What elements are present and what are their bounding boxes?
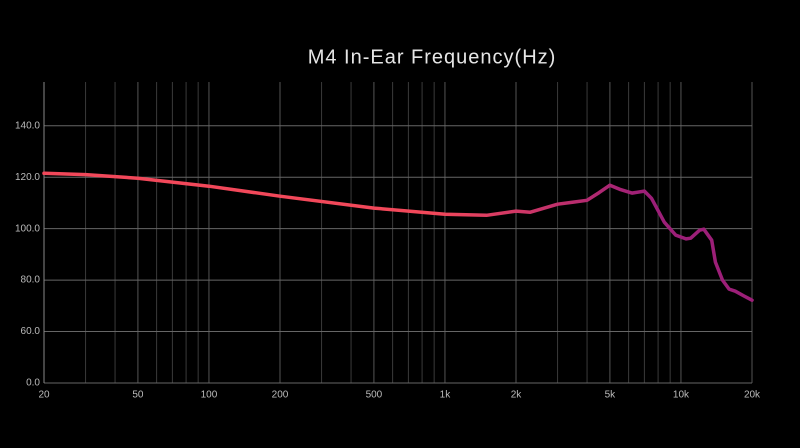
y-tick-label: 100.0 — [15, 223, 40, 234]
x-tick-label: 20 — [38, 390, 50, 401]
chart-title: M4 In-Ear Frequency(Hz) — [308, 46, 557, 68]
x-tick-label: 50 — [132, 390, 144, 401]
y-tick-label: 80.0 — [21, 275, 41, 286]
y-tick-label: 60.0 — [21, 326, 41, 337]
y-tick-label: 0.0 — [26, 378, 40, 389]
x-tick-label: 20k — [744, 390, 761, 401]
x-tick-label: 1k — [440, 390, 452, 401]
y-tick-label: 140.0 — [15, 120, 40, 131]
x-tick-label: 100 — [201, 390, 218, 401]
y-tick-label: 120.0 — [15, 172, 40, 183]
response-curve — [42, 171, 754, 302]
x-tick-label: 200 — [272, 390, 289, 401]
x-tick-label: 10k — [673, 390, 690, 401]
x-tick-label: 5k — [605, 390, 617, 401]
x-tick-label: 2k — [511, 390, 523, 401]
x-tick-label: 500 — [366, 390, 383, 401]
